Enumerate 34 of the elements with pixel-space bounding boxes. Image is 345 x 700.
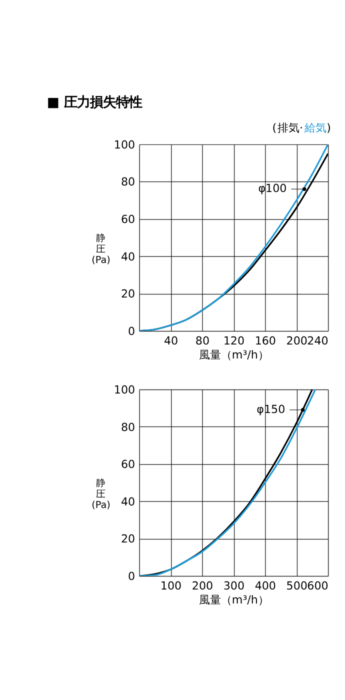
y-tick-label: 100	[114, 383, 136, 396]
text: )	[326, 122, 332, 135]
y-axis-title: 静圧(Pa)	[92, 476, 110, 512]
y-tick-label: 80	[120, 420, 136, 434]
y-tick-label: 0	[128, 570, 136, 584]
y-tick-label: 60	[120, 213, 136, 226]
text: 排気	[277, 122, 300, 135]
text: ·	[299, 122, 303, 135]
x-tick-label: 100	[160, 580, 182, 593]
x-tick-label: 500	[286, 580, 308, 593]
x-tick-label: 300	[223, 580, 245, 593]
y-tick-label: 0	[128, 324, 136, 338]
x-tick-label: 400	[254, 580, 276, 593]
y-tick-label: 60	[120, 458, 136, 472]
x-axis-title: 風量（m³/h）	[198, 348, 269, 362]
x-tick-label: 200	[286, 334, 308, 348]
series-label: 給気	[303, 122, 326, 135]
y-tick-label: 40	[120, 250, 136, 264]
x-tick-label: 600	[307, 580, 328, 593]
x-tick-label: 80	[195, 334, 210, 348]
x-tick-label: 120	[223, 334, 245, 348]
y-tick-label: 40	[120, 495, 136, 508]
y-tick-label: 20	[120, 288, 136, 301]
x-tick-label: 240	[307, 334, 328, 348]
y-tick-label: 80	[120, 176, 136, 189]
y-tick-label: 20	[120, 532, 136, 546]
x-tick-label: 200	[192, 580, 214, 593]
chart-title: ■ 圧力損失特性	[46, 96, 142, 111]
y-axis-title: 静圧(Pa)	[92, 232, 110, 266]
y-tick-label: 100	[114, 138, 136, 152]
text: (	[272, 122, 277, 135]
x-tick-label: 40	[164, 334, 178, 348]
x-axis-title: 風量（m³/h）	[198, 594, 269, 607]
x-tick-label: 160	[254, 334, 276, 348]
